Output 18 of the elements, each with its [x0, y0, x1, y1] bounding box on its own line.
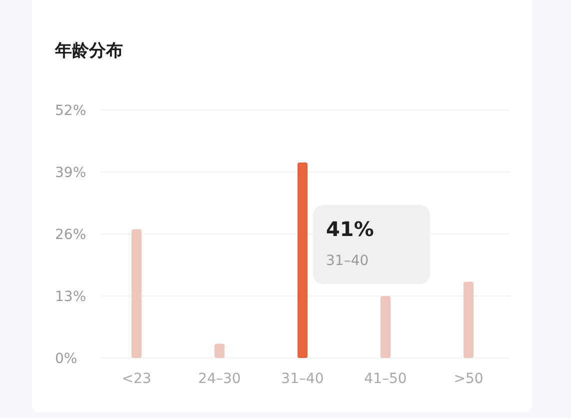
x-tick-label: >50	[454, 371, 484, 387]
y-tick-label: 13%	[55, 288, 86, 305]
bar	[380, 296, 390, 358]
bar	[132, 229, 142, 358]
bar	[214, 344, 224, 358]
x-tick-label: 31–40	[281, 371, 324, 387]
y-tick-label: 52%	[55, 102, 86, 119]
annotation: 31–40	[326, 253, 369, 269]
y-tick-label: 26%	[55, 226, 86, 243]
y-tick-label: 39%	[55, 164, 86, 181]
bar	[464, 282, 474, 358]
annotation: 41%	[326, 217, 374, 241]
bar	[298, 162, 308, 358]
x-tick-label: <23	[122, 371, 152, 387]
y-tick-label: 0%	[55, 350, 78, 367]
x-tick-label: 41–50	[364, 371, 407, 387]
chart-title: 年龄分布	[54, 41, 123, 61]
x-tick-label: 24–30	[198, 371, 241, 387]
